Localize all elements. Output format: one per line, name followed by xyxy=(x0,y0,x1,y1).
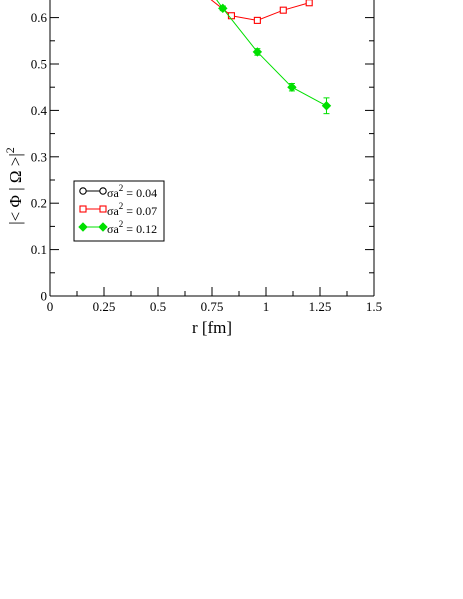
legend-entry: σa2 = 0.07 xyxy=(79,201,157,218)
x-tick-label: 1.5 xyxy=(366,299,382,314)
y-tick-label: 0.1 xyxy=(31,242,47,257)
legend-label: σa2 = 0.04 xyxy=(107,183,157,200)
legend-label-sup: 2 xyxy=(119,201,124,211)
x-tick-label: 1 xyxy=(263,299,270,314)
y-tick-label: 0.3 xyxy=(31,149,47,164)
legend-marker xyxy=(79,205,87,213)
x-axis-title: r [fm] xyxy=(192,318,232,337)
legend-label-prefix: σa xyxy=(107,222,119,236)
legend-label-suffix: = 0.12 xyxy=(123,222,157,236)
legend-label-sup: 2 xyxy=(119,219,124,229)
x-tick-label: 0.25 xyxy=(93,299,116,314)
data-point xyxy=(227,12,235,20)
plot-frame xyxy=(49,0,375,297)
legend-entry: σa2 = 0.12 xyxy=(78,219,157,236)
data-series xyxy=(210,0,332,115)
data-point xyxy=(218,3,228,14)
y-tick-label: 0.2 xyxy=(31,196,47,211)
legend-label-sup: 2 xyxy=(119,183,124,193)
y-axis-title: |< Φ | Ω >|2 xyxy=(3,147,25,224)
y-tick-label: 0.6 xyxy=(31,10,48,25)
x-tick-label: 0 xyxy=(47,299,54,314)
y-axis-title-text: |< Φ | Ω >| xyxy=(6,153,25,224)
x-tick-label: 1.25 xyxy=(309,299,332,314)
legend-label-suffix: = 0.04 xyxy=(123,186,157,200)
data-point xyxy=(253,16,261,24)
y-tick-label: 0.5 xyxy=(31,57,47,72)
legend-label: σa2 = 0.07 xyxy=(107,201,157,218)
data-point xyxy=(321,101,332,111)
y-tick-label: 0.4 xyxy=(31,103,48,118)
legend-marker xyxy=(78,222,88,232)
legend-label: σa2 = 0.12 xyxy=(107,219,157,236)
legend-label-suffix: = 0.07 xyxy=(123,204,157,218)
x-tick-label: 0.5 xyxy=(150,299,166,314)
legend-entry: σa2 = 0.04 xyxy=(79,183,157,200)
x-tick-label: 0.75 xyxy=(201,299,224,314)
data-point xyxy=(279,6,287,14)
series-3 xyxy=(216,0,332,115)
legend-marker xyxy=(79,187,87,195)
series-line xyxy=(216,0,327,107)
data-point xyxy=(252,47,263,57)
legend-label-prefix: σa xyxy=(107,186,119,200)
axis-ticks: 00.250.50.7511.251.500.10.20.30.40.50.60… xyxy=(31,10,382,314)
data-point xyxy=(305,0,313,7)
y-tick-label: 0 xyxy=(41,289,48,304)
data-point xyxy=(287,82,297,92)
legend-marker xyxy=(99,205,107,213)
legend-marker xyxy=(98,222,108,232)
y-axis-title-sup: 2 xyxy=(3,147,17,153)
series-line xyxy=(210,0,310,21)
series-2 xyxy=(210,0,313,24)
legend-marker xyxy=(99,187,107,195)
legend-label-prefix: σa xyxy=(107,204,119,218)
